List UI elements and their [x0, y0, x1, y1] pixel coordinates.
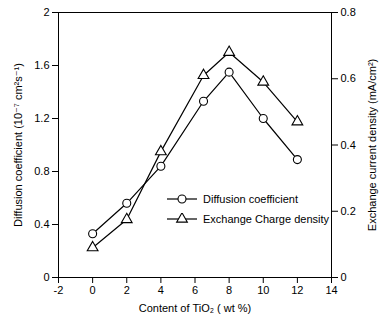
svg-text:10: 10 — [257, 284, 269, 296]
svg-text:Exchange current density (mA/c: Exchange current density (mA/cm²) — [366, 59, 378, 231]
svg-text:0.6: 0.6 — [341, 72, 356, 84]
svg-text:0.4: 0.4 — [34, 218, 49, 230]
svg-text:0.8: 0.8 — [341, 6, 356, 18]
svg-text:6: 6 — [192, 284, 198, 296]
svg-text:0: 0 — [341, 271, 347, 283]
svg-text:12: 12 — [291, 284, 303, 296]
svg-text:0.4: 0.4 — [341, 139, 356, 151]
svg-text:0: 0 — [90, 284, 96, 296]
svg-text:14: 14 — [325, 284, 337, 296]
svg-text:0.2: 0.2 — [341, 205, 356, 217]
svg-text:Content of TiO₂ ( wt %): Content of TiO₂ ( wt %) — [139, 302, 251, 314]
svg-text:4: 4 — [158, 284, 164, 296]
svg-text:8: 8 — [226, 284, 232, 296]
svg-text:Diffusion coefficient (10⁻⁷ cm: Diffusion coefficient (10⁻⁷ cm²s⁻¹) — [12, 63, 24, 227]
svg-text:2: 2 — [124, 284, 130, 296]
svg-text:-2: -2 — [54, 284, 64, 296]
svg-text:0.8: 0.8 — [34, 165, 49, 177]
html-text:Diffusion coefficient: Diffusion coefficient — [203, 193, 298, 205]
svg-text:1.6: 1.6 — [34, 59, 49, 71]
svg-text:1.2: 1.2 — [34, 112, 49, 124]
svg-text:2: 2 — [43, 6, 49, 18]
svg-text:0: 0 — [43, 271, 49, 283]
html-text:Exchange Charge density: Exchange Charge density — [203, 213, 329, 225]
